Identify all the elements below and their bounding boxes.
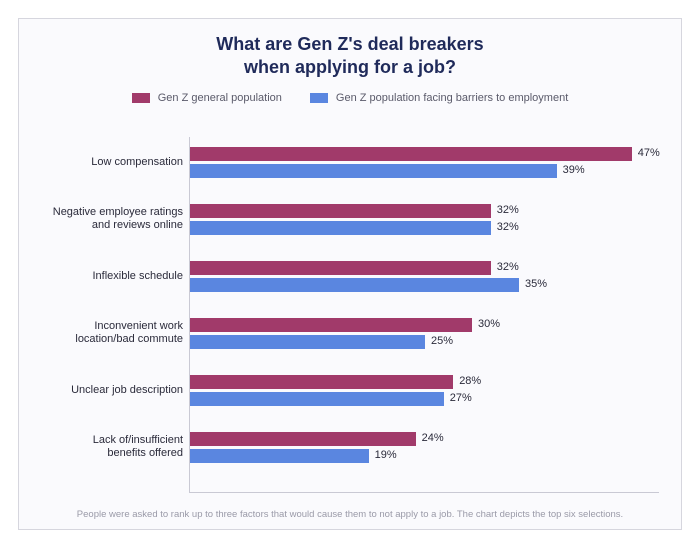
bar-barriers	[190, 392, 444, 406]
bar-value-label: 47%	[638, 147, 660, 159]
bar-value-label: 27%	[450, 392, 472, 404]
chart-title-line2: when applying for a job?	[19, 56, 681, 79]
chart-caption: People were asked to rank up to three fa…	[19, 509, 681, 520]
bar-general	[190, 204, 491, 218]
bar-general	[190, 432, 416, 446]
bar-value-label: 19%	[375, 449, 397, 461]
bar-value-label: 39%	[563, 164, 585, 176]
bar-value-label: 32%	[497, 221, 519, 233]
bar-value-label: 24%	[422, 432, 444, 444]
category-label: Negative employee ratingsand reviews onl…	[27, 206, 183, 234]
legend: Gen Z general population Gen Z populatio…	[19, 92, 681, 104]
bar-value-label: 28%	[459, 375, 481, 387]
legend-item-barriers: Gen Z population facing barriers to empl…	[310, 92, 568, 104]
bar-general	[190, 261, 491, 275]
bar-value-label: 32%	[497, 204, 519, 216]
plot-area: 47% 39% 32% 32% 32% 35% 30% 25% 28% 27% 24% 19%	[189, 137, 659, 493]
bar-barriers	[190, 335, 425, 349]
legend-swatch-general	[132, 93, 150, 103]
bar-value-label: 35%	[525, 278, 547, 290]
legend-item-general: Gen Z general population	[132, 92, 282, 104]
bar-barriers	[190, 449, 369, 463]
legend-label-barriers: Gen Z population facing barriers to empl…	[336, 92, 568, 104]
bar-value-label: 30%	[478, 318, 500, 330]
category-label: Lack of/insufficientbenefits offered	[27, 434, 183, 462]
category-label: Inflexible schedule	[27, 270, 183, 284]
bar-barriers	[190, 278, 519, 292]
deal-breakers-chart: What are Gen Z's deal breakers when appl…	[18, 18, 682, 530]
bar-general	[190, 318, 472, 332]
chart-title: What are Gen Z's deal breakers when appl…	[19, 19, 681, 78]
category-label: Low compensation	[27, 156, 183, 170]
bar-general	[190, 375, 453, 389]
chart-title-line1: What are Gen Z's deal breakers	[19, 33, 681, 56]
bar-barriers	[190, 164, 557, 178]
category-label: Unclear job description	[27, 384, 183, 398]
category-label: Inconvenient worklocation/bad commute	[27, 320, 183, 348]
bar-barriers	[190, 221, 491, 235]
bar-value-label: 32%	[497, 261, 519, 273]
legend-swatch-barriers	[310, 93, 328, 103]
bar-general	[190, 147, 632, 161]
legend-label-general: Gen Z general population	[158, 92, 282, 104]
bar-value-label: 25%	[431, 335, 453, 347]
